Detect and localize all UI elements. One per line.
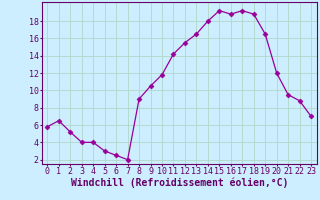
X-axis label: Windchill (Refroidissement éolien,°C): Windchill (Refroidissement éolien,°C) xyxy=(70,177,288,188)
